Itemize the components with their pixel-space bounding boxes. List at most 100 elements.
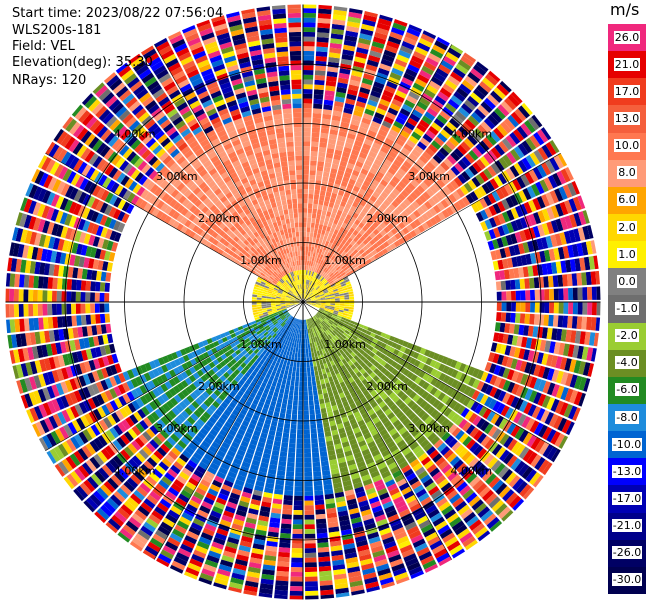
- velocity-gate: [320, 304, 326, 307]
- velocity-gate: [338, 343, 344, 349]
- velocity-gate: [510, 358, 518, 370]
- velocity-gate: [463, 52, 477, 63]
- velocity-gate: [342, 176, 350, 183]
- velocity-gate: [248, 443, 257, 451]
- velocity-gate: [474, 108, 486, 120]
- velocity-gate: [442, 83, 455, 94]
- velocity-gate: [376, 171, 385, 179]
- velocity-gate: [331, 192, 338, 199]
- velocity-gate: [352, 427, 361, 434]
- velocity-gate: [485, 473, 497, 485]
- velocity-gate: [439, 528, 453, 540]
- velocity-gate: [389, 31, 403, 41]
- velocity-gate: [382, 218, 390, 226]
- velocity-gate: [229, 492, 241, 501]
- velocity-gate: [235, 432, 244, 441]
- velocity-gate: [320, 315, 326, 320]
- velocity-gate: [348, 322, 355, 328]
- velocity-gate: [513, 267, 520, 279]
- velocity-gate: [352, 169, 360, 177]
- velocity-gate: [300, 353, 303, 358]
- velocity-gate: [310, 160, 317, 166]
- velocity-gate: [316, 233, 321, 239]
- velocity-gate: [347, 237, 353, 244]
- velocity-gate: [319, 270, 323, 275]
- velocity-gate: [386, 424, 395, 433]
- velocity-gate: [403, 36, 417, 46]
- velocity-gate: [338, 309, 344, 313]
- velocity-gate: [445, 51, 459, 63]
- velocity-gate: [275, 580, 289, 587]
- velocity-gate: [303, 362, 307, 368]
- velocity-gate: [304, 547, 317, 554]
- velocity-gate: [328, 57, 340, 64]
- velocity-gate: [354, 535, 367, 543]
- velocity-gate: [233, 437, 242, 445]
- velocity-gate: [292, 317, 296, 323]
- velocity-gate: [335, 265, 341, 271]
- velocity-gate: [470, 202, 480, 213]
- velocity-gate: [320, 128, 330, 134]
- velocity-gate: [369, 371, 377, 379]
- velocity-gate: [303, 84, 313, 90]
- velocity-gate: [314, 485, 323, 491]
- velocity-gate: [311, 438, 318, 444]
- velocity-gate: [483, 117, 496, 130]
- velocity-gate: [368, 94, 380, 103]
- velocity-gate: [240, 495, 251, 504]
- velocity-gate: [310, 287, 315, 292]
- velocity-gate: [244, 431, 253, 439]
- velocity-gate: [411, 428, 421, 438]
- velocity-gate: [291, 371, 296, 377]
- velocity-gate: [316, 528, 328, 534]
- velocity-gate: [263, 492, 273, 499]
- velocity-gate: [519, 360, 528, 373]
- velocity-gate: [393, 452, 404, 462]
- velocity-gate: [333, 438, 341, 445]
- velocity-gate: [446, 387, 455, 397]
- velocity-gate: [320, 455, 329, 462]
- velocity-gate: [529, 376, 538, 389]
- velocity-gate: [268, 464, 278, 471]
- velocity-gate: [304, 295, 308, 300]
- velocity-gate: [325, 299, 331, 301]
- velocity-gate: [325, 284, 331, 289]
- velocity-gate: [483, 168, 493, 180]
- velocity-gate: [413, 127, 425, 137]
- velocity-gate: [555, 203, 564, 217]
- velocity-gate: [319, 190, 326, 196]
- velocity-gate: [296, 362, 300, 368]
- velocity-gate: [341, 475, 351, 483]
- velocity-gate: [475, 200, 484, 211]
- velocity-gate: [309, 323, 312, 329]
- velocity-gate: [546, 397, 556, 411]
- velocity-gate: [358, 37, 372, 46]
- velocity-gate: [541, 353, 549, 366]
- velocity-gate: [363, 416, 372, 424]
- velocity-gate: [549, 302, 555, 314]
- velocity-gate: [381, 449, 391, 458]
- velocity-gate: [538, 314, 545, 326]
- velocity-gate: [442, 143, 453, 154]
- velocity-gate: [303, 372, 307, 377]
- velocity-gate: [324, 308, 330, 312]
- velocity-gate: [335, 326, 341, 331]
- velocity-gate: [380, 393, 389, 401]
- velocity-gate: [468, 149, 479, 161]
- velocity-gate: [332, 336, 338, 342]
- velocity-gate: [515, 302, 521, 312]
- velocity-gate: [349, 233, 356, 240]
- velocity-gate: [494, 503, 508, 516]
- velocity-gate: [321, 412, 328, 419]
- velocity-gate: [519, 313, 526, 324]
- velocity-gate: [420, 168, 430, 178]
- velocity-gate: [593, 332, 599, 347]
- velocity-gate: [319, 307, 325, 310]
- velocity-gate: [319, 195, 325, 201]
- velocity-gate: [397, 213, 406, 222]
- velocity-gate: [352, 335, 358, 341]
- velocity-gate: [269, 385, 276, 392]
- velocity-gate: [225, 475, 236, 484]
- velocity-gate: [405, 421, 414, 430]
- velocity-gate: [500, 312, 507, 322]
